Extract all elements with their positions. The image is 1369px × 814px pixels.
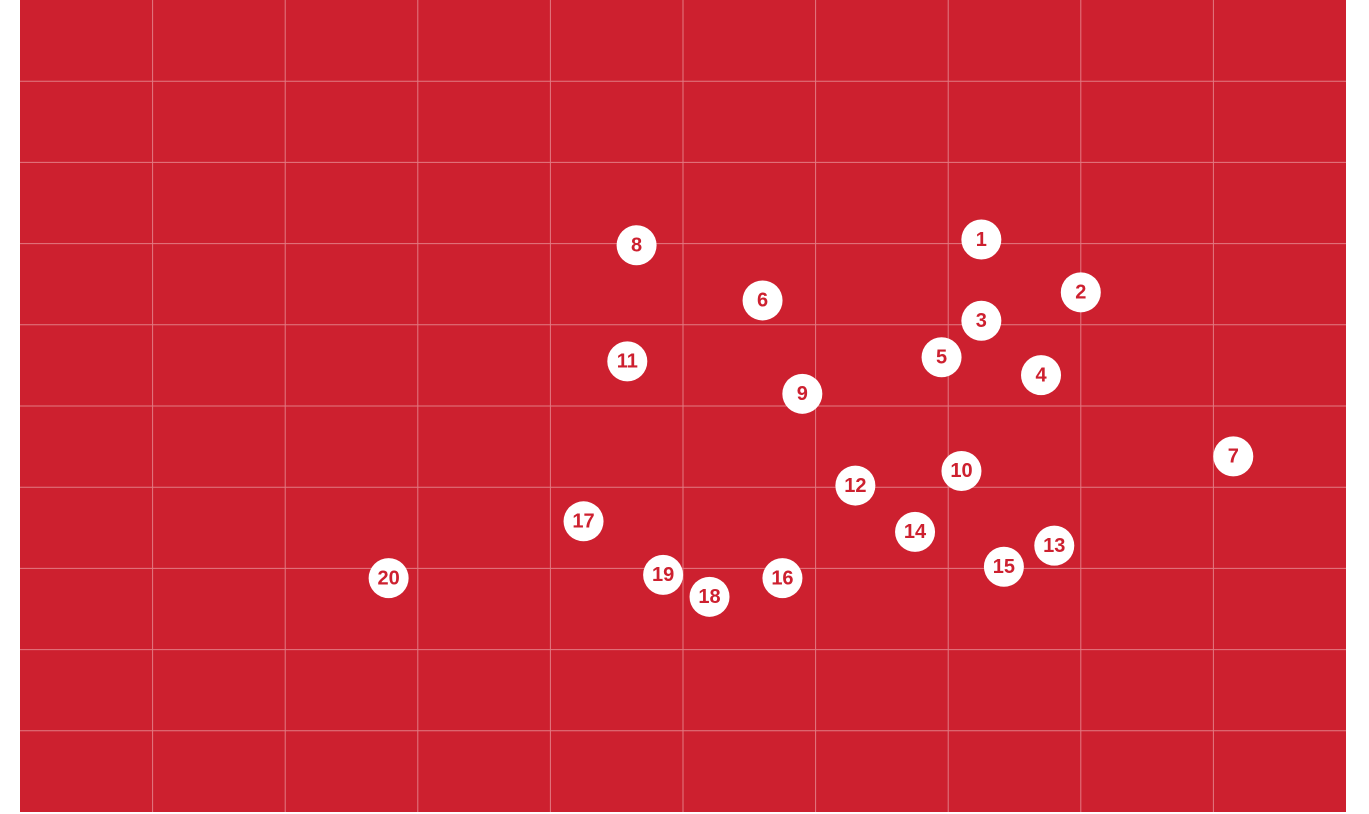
marker-label: 15	[993, 556, 1015, 578]
marker-18: 18	[689, 576, 730, 617]
marker-14: 14	[895, 511, 936, 552]
marker-circle	[1213, 436, 1254, 477]
marker-circle	[607, 341, 648, 382]
marker-circle	[921, 337, 962, 378]
marker-circle	[1060, 272, 1101, 313]
marker-3: 3	[961, 300, 1002, 341]
marker-label: 4	[1035, 364, 1047, 386]
marker-circle	[616, 225, 657, 266]
marker-label: 7	[1228, 446, 1239, 468]
marker-19: 19	[643, 554, 684, 595]
marker-label: 17	[572, 511, 594, 533]
marker-7: 7	[1213, 436, 1254, 477]
marker-circle	[983, 546, 1024, 587]
marker-circle	[782, 373, 823, 414]
marker-circle	[689, 576, 730, 617]
marker-circle	[1021, 355, 1062, 396]
marker-label: 10	[950, 460, 972, 482]
marker-label: 14	[904, 521, 927, 543]
marker-4: 4	[1021, 355, 1062, 396]
marker-6: 6	[742, 280, 783, 321]
marker-label: 3	[976, 310, 987, 332]
marker-label: 13	[1043, 535, 1065, 557]
marker-label: 18	[698, 586, 720, 608]
marker-circle	[961, 219, 1002, 260]
marker-label: 5	[936, 347, 947, 369]
marker-label: 20	[378, 567, 400, 589]
marker-circle	[563, 501, 604, 542]
marker-10: 10	[941, 450, 982, 491]
marker-12: 12	[835, 465, 876, 506]
marker-label: 1	[976, 229, 987, 251]
marker-circle	[961, 300, 1002, 341]
marker-label: 6	[757, 290, 768, 312]
marker-16: 16	[762, 558, 803, 599]
marker-label: 19	[652, 564, 674, 586]
marker-label: 16	[771, 567, 793, 589]
marker-9: 9	[782, 373, 823, 414]
marker-label: 8	[631, 235, 642, 257]
marker-1: 1	[961, 219, 1002, 260]
marker-label: 2	[1075, 282, 1086, 304]
marker-label: 12	[844, 475, 866, 497]
marker-20: 20	[368, 558, 409, 599]
marker-circle	[941, 450, 982, 491]
marker-circle	[368, 558, 409, 599]
marker-circle	[762, 558, 803, 599]
marker-circle	[643, 554, 684, 595]
marker-2: 2	[1060, 272, 1101, 313]
marker-label: 11	[617, 351, 638, 373]
marker-5: 5	[921, 337, 962, 378]
marker-circle	[742, 280, 783, 321]
marker-circle	[835, 465, 876, 506]
marker-13: 13	[1034, 525, 1075, 566]
grid-lines	[20, 0, 1346, 812]
marker-17: 17	[563, 501, 604, 542]
marker-8: 8	[616, 225, 657, 266]
marker-label: 9	[797, 383, 808, 405]
marker-circle	[895, 511, 936, 552]
marker-circle	[1034, 525, 1075, 566]
marker-11: 11	[607, 341, 648, 382]
marker-15: 15	[983, 546, 1024, 587]
